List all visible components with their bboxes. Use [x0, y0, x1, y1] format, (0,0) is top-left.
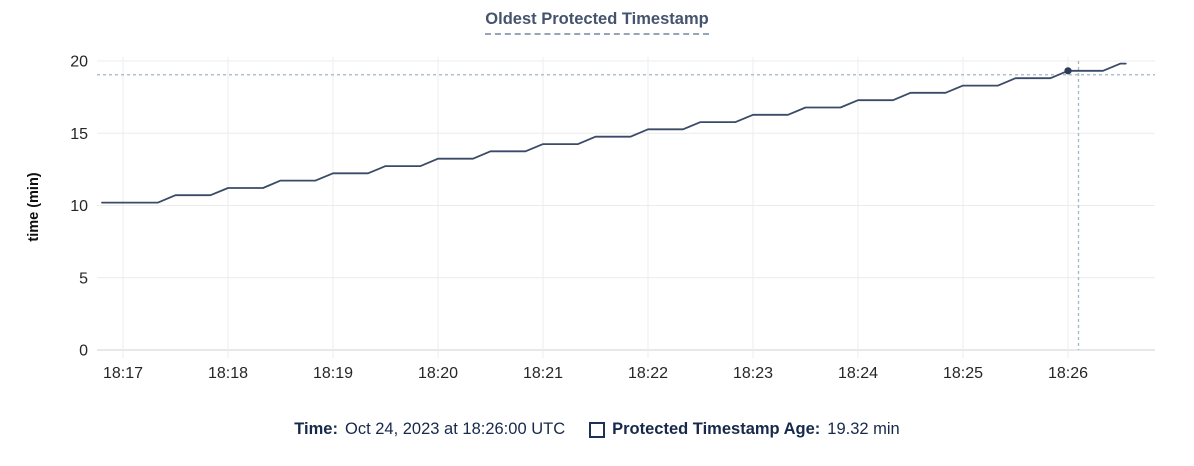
legend-series-value: 19.32 min	[827, 420, 900, 438]
x-tick-label: 18:22	[628, 365, 668, 382]
series-line	[101, 62, 1127, 204]
legend-time-group: Time: Oct 24, 2023 at 18:26:00 UTC	[294, 420, 565, 439]
hover-point	[1064, 67, 1072, 75]
chart-title: Oldest Protected Timestamp	[0, 10, 1194, 35]
y-axis-title: time (min)	[26, 172, 42, 242]
y-tick-label: 20	[70, 54, 88, 71]
y-tick-label: 5	[79, 270, 88, 287]
hover-legend: Time: Oct 24, 2023 at 18:26:00 UTC Prote…	[0, 420, 1194, 439]
x-tick-label: 18:20	[418, 365, 458, 382]
x-tick-label: 18:21	[523, 365, 563, 382]
legend-series-label: Protected Timestamp Age:	[612, 420, 821, 438]
x-tick-label: 18:25	[943, 365, 983, 382]
x-tick-label: 18:17	[103, 365, 143, 382]
x-tick-label: 18:19	[313, 365, 353, 382]
line-chart[interactable]: 0 5 10 15 20 18:17 18:18 18:19 18:20 18:21 18:22 18…	[0, 0, 1194, 400]
legend-checkbox[interactable]	[589, 421, 606, 438]
y-tick-label: 15	[70, 126, 88, 143]
x-tick-label: 18:23	[733, 365, 773, 382]
y-tick-label: 10	[70, 198, 88, 215]
x-tick-label: 18:18	[208, 365, 248, 382]
x-tick-label: 18:26	[1048, 365, 1088, 382]
legend-series-group: Protected Timestamp Age: 19.32 min	[589, 420, 900, 439]
y-tick-label: 0	[79, 343, 88, 360]
legend-time-value: Oct 24, 2023 at 18:26:00 UTC	[344, 420, 566, 438]
legend-time-label: Time:	[294, 420, 338, 438]
chart-title-link[interactable]: Oldest Protected Timestamp	[485, 10, 709, 35]
x-tick-label: 18:24	[838, 365, 878, 382]
